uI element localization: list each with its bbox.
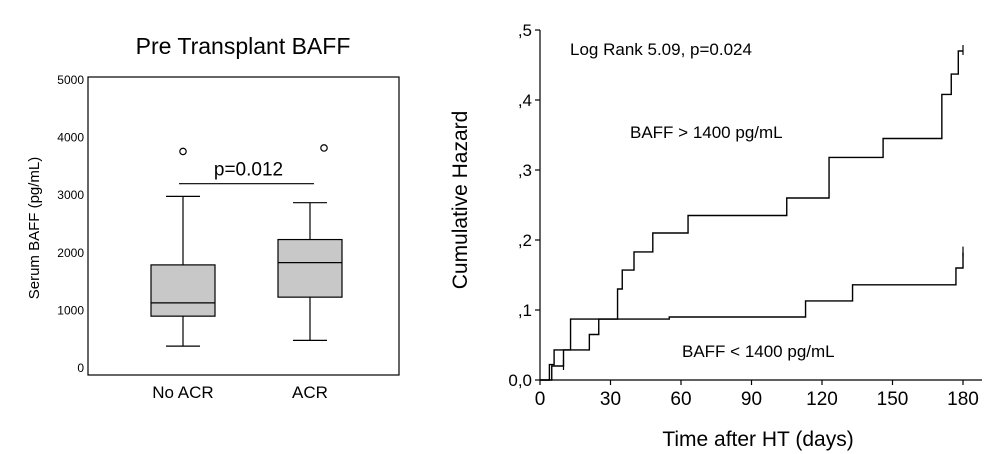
significance-p-value: p=0.012	[214, 160, 283, 181]
boxplot-y-axis-label: Serum BAFF (pg/mL)	[26, 157, 43, 300]
hazard-x-tick-label: 150	[877, 389, 909, 410]
boxplot-y-tick-label: 0	[77, 361, 84, 375]
box-acr	[277, 144, 343, 341]
boxplot-y-tick-label: 5000	[57, 73, 84, 87]
hazard-y-tick-label: ,1	[518, 301, 532, 320]
hazard-panel: Cumulative Hazard Time after HT (days) 0…	[449, 21, 982, 451]
series-label-low-baff: BAFF < 1400 pg/mL	[682, 342, 835, 361]
hazard-x-tick-label: 90	[741, 389, 762, 410]
boxplot-y-ticks: 0 1000 2000 3000 4000 5000	[57, 73, 84, 375]
boxplot-panel: Pre Transplant BAFF Serum BAFF (pg/mL) 0…	[26, 33, 400, 402]
outlier-point	[179, 147, 187, 156]
hazard-y-tick-label: ,4	[518, 91, 532, 110]
boxplot-plot-frame	[87, 76, 400, 376]
boxplot-x-category-label: ACR	[292, 383, 328, 402]
hazard-x-tick-label: 30	[600, 389, 621, 410]
boxplot-y-tick-label: 2000	[57, 246, 84, 260]
boxplot-y-tick-label: 3000	[57, 188, 84, 202]
boxplot-title: Pre Transplant BAFF	[136, 33, 351, 59]
hazard-x-tick-label: 60	[670, 389, 691, 410]
hazard-y-ticks: 0,0 ,1 ,2 ,3 ,4 ,5	[508, 21, 540, 390]
hazard-x-tick-label: 0	[535, 389, 546, 410]
boxplot-x-category-label: No ACR	[152, 383, 213, 402]
boxplot-boxes	[150, 144, 343, 347]
boxplot-y-tick-label: 1000	[57, 303, 84, 317]
hazard-x-axis-label: Time after HT (days)	[662, 428, 853, 451]
box-no-acr	[150, 147, 216, 347]
hazard-x-tick-label: 180	[947, 389, 979, 410]
series-label-high-baff: BAFF > 1400 pg/mL	[630, 123, 783, 142]
boxplot-x-categories: No ACR ACR	[152, 383, 328, 402]
hazard-line-high-baff	[540, 50, 963, 381]
boxplot-significance: p=0.012	[179, 160, 314, 185]
hazard-y-tick-label: 0,0	[508, 371, 532, 390]
boxplot-y-tick-label: 4000	[57, 131, 84, 145]
hazard-x-tick-label: 120	[806, 389, 838, 410]
interquartile-box	[277, 238, 343, 298]
log-rank-annotation: Log Rank 5.09, p=0.024	[570, 40, 752, 59]
outlier-point	[320, 144, 328, 152]
hazard-y-tick-label: ,3	[518, 161, 532, 180]
hazard-y-axis-label: Cumulative Hazard	[449, 111, 472, 290]
hazard-x-ticks: 0 30 60 90 120 150 180	[535, 380, 979, 410]
interquartile-box	[150, 264, 216, 317]
hazard-series	[540, 45, 964, 381]
hazard-y-tick-label: ,2	[518, 231, 532, 250]
hazard-y-tick-label: ,5	[518, 21, 532, 40]
